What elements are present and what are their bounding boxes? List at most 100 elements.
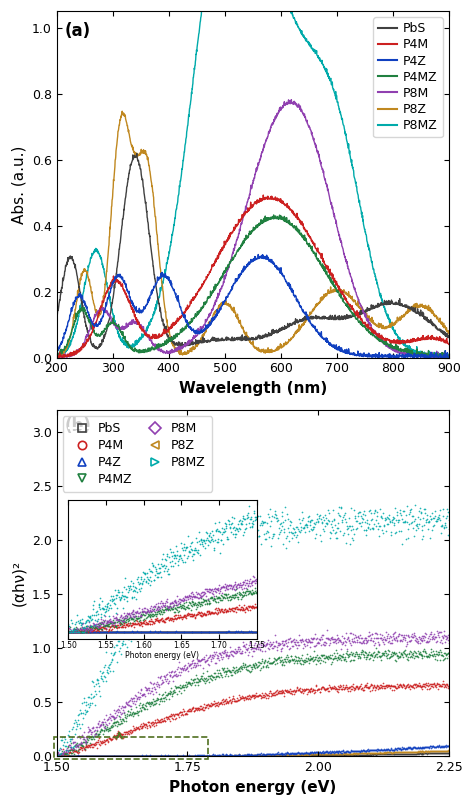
Point <box>141 717 148 730</box>
Point <box>405 647 413 660</box>
Point <box>391 511 398 524</box>
Point <box>142 750 150 762</box>
Point <box>202 548 210 561</box>
Point <box>133 750 141 762</box>
Point <box>106 712 114 725</box>
Point <box>410 631 417 644</box>
Point <box>350 681 357 694</box>
Point <box>263 750 270 762</box>
Point <box>306 749 313 762</box>
Point <box>72 745 80 758</box>
Point <box>344 527 352 540</box>
Point <box>249 750 257 762</box>
Point <box>224 750 231 762</box>
Point <box>120 726 128 739</box>
Point <box>108 653 116 666</box>
Point <box>319 649 326 662</box>
Point <box>337 747 345 760</box>
Point <box>349 749 356 762</box>
Point <box>360 747 368 760</box>
Point <box>315 683 323 696</box>
Point <box>60 750 68 763</box>
Point <box>411 742 419 754</box>
Point <box>59 750 67 763</box>
Point <box>284 633 292 646</box>
Point <box>308 748 316 761</box>
Point <box>397 743 405 756</box>
Point <box>227 513 235 526</box>
Point <box>277 523 285 536</box>
Point <box>356 747 363 760</box>
Point <box>136 690 143 703</box>
Point <box>443 503 451 516</box>
Point <box>420 634 428 646</box>
Point <box>341 506 349 519</box>
Point <box>139 750 147 763</box>
Point <box>297 748 305 761</box>
Point <box>288 747 295 760</box>
Point <box>241 659 249 671</box>
Point <box>266 685 274 698</box>
Point <box>242 638 250 650</box>
Point <box>407 679 414 692</box>
Point <box>177 750 185 763</box>
Point <box>291 748 298 761</box>
Point <box>277 747 284 760</box>
Point <box>215 750 222 762</box>
Point <box>404 678 412 691</box>
Point <box>429 746 437 759</box>
Point <box>427 745 435 758</box>
Point <box>301 519 309 532</box>
Point <box>294 683 301 696</box>
Point <box>294 651 301 664</box>
Point <box>314 635 322 648</box>
Point <box>69 750 76 762</box>
Point <box>289 654 297 667</box>
Point <box>130 708 138 721</box>
Point <box>404 629 411 642</box>
Point <box>445 744 453 757</box>
Point <box>209 530 216 542</box>
Point <box>152 750 159 762</box>
Point <box>72 737 80 750</box>
Point <box>329 749 337 762</box>
Point <box>188 702 196 715</box>
Point <box>61 747 69 760</box>
Point <box>393 744 401 757</box>
Point <box>154 591 161 604</box>
Point <box>420 629 428 642</box>
Point <box>180 563 188 576</box>
Point <box>131 624 139 637</box>
Point <box>359 683 367 696</box>
Point <box>278 510 286 523</box>
Point <box>161 714 168 727</box>
Point <box>250 525 257 538</box>
Point <box>111 704 118 717</box>
Point <box>256 509 264 522</box>
Point <box>284 685 292 698</box>
Point <box>129 750 137 763</box>
Point <box>215 697 223 710</box>
Point <box>96 738 103 751</box>
Point <box>384 517 392 530</box>
Point <box>184 677 191 690</box>
Point <box>203 534 211 546</box>
Point <box>238 750 246 762</box>
Point <box>351 744 358 757</box>
Point <box>403 652 411 665</box>
Point <box>224 646 231 659</box>
Point <box>134 595 141 608</box>
Point <box>324 632 332 645</box>
Point <box>369 744 377 757</box>
Point <box>78 717 86 730</box>
Point <box>236 748 243 761</box>
Point <box>427 513 435 526</box>
Point <box>134 721 141 733</box>
Point <box>187 750 195 762</box>
Point <box>388 746 395 759</box>
Point <box>337 746 345 759</box>
Point <box>53 750 60 763</box>
Point <box>125 617 133 629</box>
Point <box>413 747 421 760</box>
Point <box>294 683 302 696</box>
